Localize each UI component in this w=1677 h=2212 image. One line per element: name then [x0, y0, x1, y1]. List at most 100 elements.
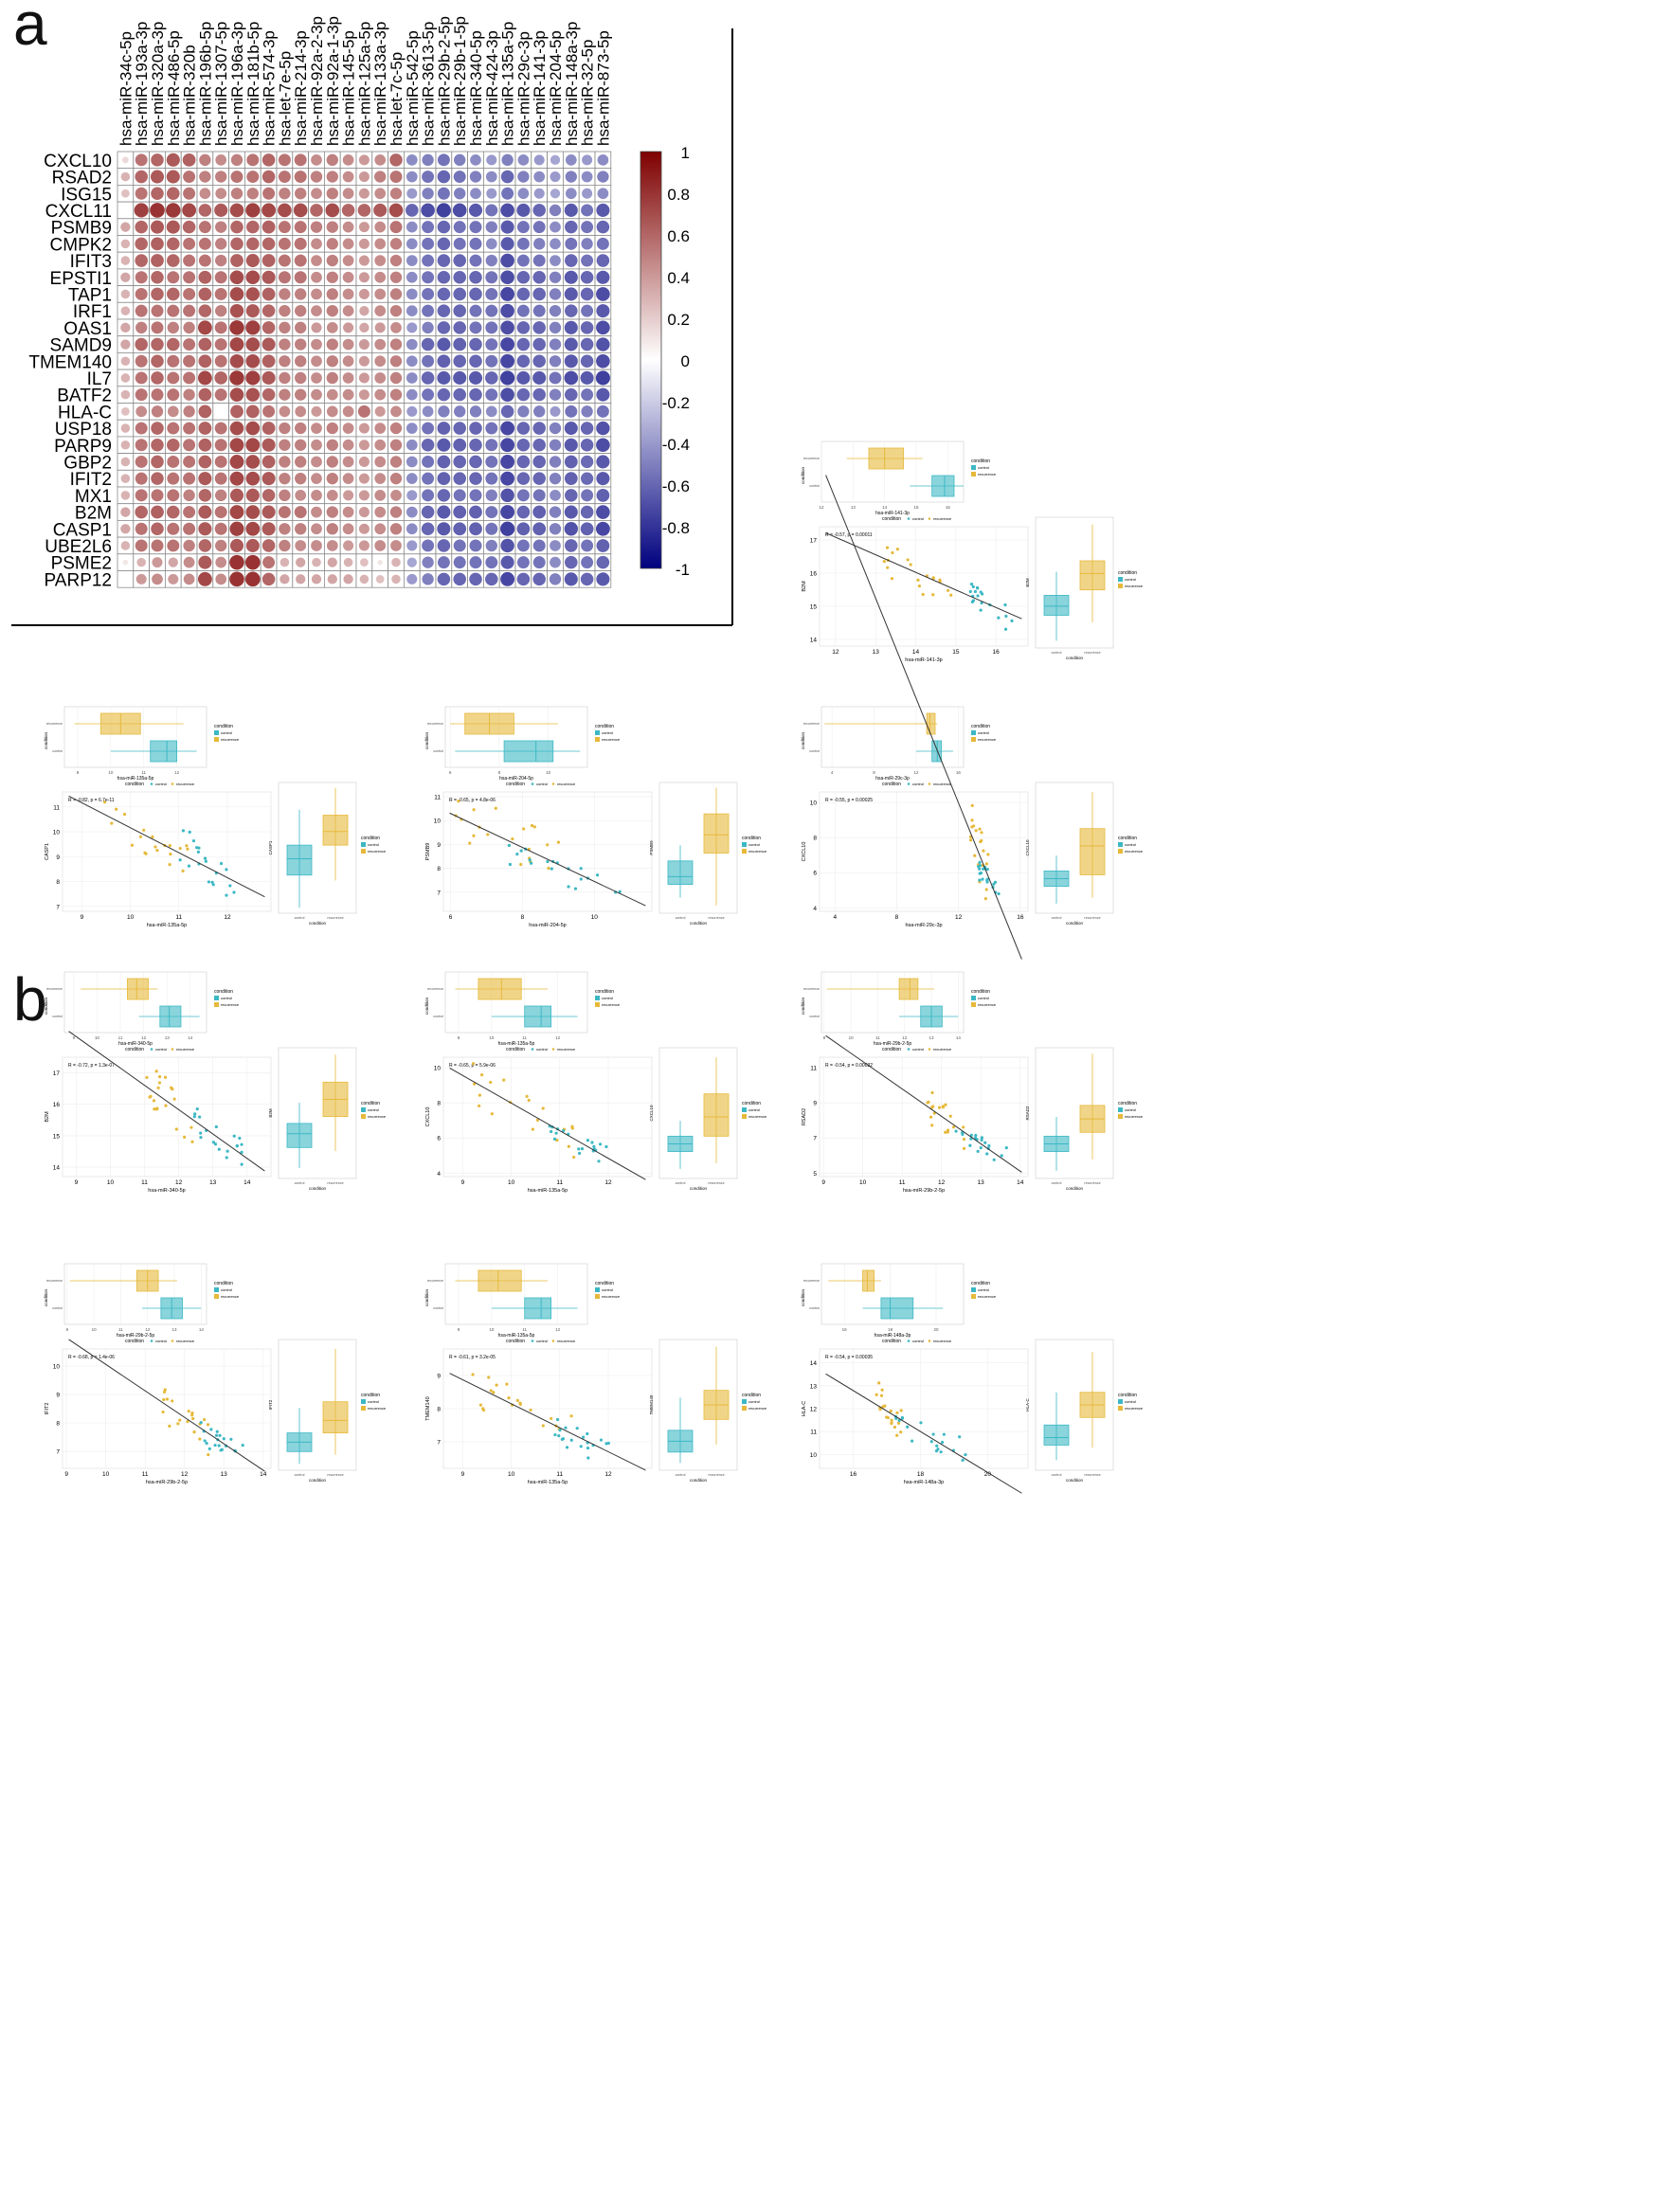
- correlation-dot: [516, 354, 531, 369]
- correlation-dot: [485, 287, 498, 300]
- correlation-dot: [214, 506, 227, 519]
- recurrence-box: [868, 447, 905, 470]
- data-point-recurrence: [110, 821, 114, 825]
- correlation-dot: [532, 337, 546, 351]
- correlation-dot: [311, 456, 322, 468]
- top-y-axis-title: condition: [801, 1288, 805, 1306]
- data-point-recurrence: [984, 888, 988, 891]
- correlation-dot: [580, 438, 594, 452]
- correlation-dot: [245, 370, 261, 386]
- correlation-dot: [485, 388, 498, 402]
- top-tick-label: 13: [851, 505, 857, 510]
- scatter-legend-dot-recurrence: [928, 1340, 931, 1342]
- colorbar: [640, 151, 662, 569]
- correlation-dot: [326, 304, 338, 317]
- correlation-dot: [135, 187, 148, 200]
- correlation-dot: [342, 255, 354, 266]
- right-legend-swatch-control: [1118, 1107, 1123, 1112]
- scatter-x-axis-title: hsa-miR-135a-5p: [147, 923, 188, 928]
- data-point-recurrence: [163, 1388, 167, 1392]
- correlation-dot: [120, 541, 131, 550]
- correlation-dot: [565, 555, 578, 569]
- correlation-dot: [261, 321, 276, 334]
- scatter-x-tick-label: 10: [127, 914, 135, 921]
- right-legend-swatch-control: [1118, 1399, 1123, 1404]
- correlation-dot: [485, 506, 498, 519]
- correlation-dot: [549, 439, 562, 451]
- data-point-recurrence: [457, 800, 460, 803]
- correlation-dot: [229, 337, 244, 351]
- correlation-dot: [390, 489, 402, 501]
- correlation-dot: [516, 370, 531, 385]
- correlation-dot: [326, 439, 338, 451]
- top-group-label: control: [52, 1306, 63, 1310]
- correlation-dot: [485, 304, 498, 317]
- correlation-dot: [374, 372, 387, 384]
- correlation-dot: [135, 388, 148, 402]
- right-legend-swatch-recurrence: [742, 1406, 747, 1411]
- correlation-dot: [358, 456, 370, 467]
- scatter-x-axis-title: hsa-miR-204-5p: [529, 923, 566, 928]
- scatter-x-axis-title: hsa-miR-340-5p: [148, 1188, 185, 1194]
- scatter-legend-label: recurrence: [557, 1339, 576, 1343]
- correlation-dot: [120, 289, 131, 299]
- correlation-dot: [295, 304, 307, 317]
- panel-label-b: b: [13, 965, 47, 1034]
- column-label: hsa-miR-320a-3p: [149, 22, 167, 146]
- correlation-dot: [500, 253, 514, 268]
- data-point-recurrence: [519, 862, 523, 867]
- data-point-recurrence: [190, 1412, 194, 1415]
- data-point-recurrence: [168, 1424, 171, 1428]
- legend-label: recurrence: [978, 472, 997, 477]
- colorbar-tick-label: -0.8: [662, 519, 690, 537]
- data-point-control: [592, 1144, 596, 1148]
- scatter-x-tick-label: 10: [591, 914, 599, 921]
- top-group-label: control: [433, 1306, 443, 1310]
- correlation-dot: [550, 489, 561, 501]
- data-point-control: [240, 1162, 243, 1166]
- correlation-dot: [453, 254, 466, 267]
- correlation-dot: [469, 287, 482, 301]
- data-point-control: [1004, 614, 1008, 619]
- correlation-dot: [437, 556, 450, 569]
- correlation-dot: [295, 523, 307, 535]
- data-point-control: [973, 589, 978, 594]
- correlation-dot: [135, 505, 148, 519]
- correlation-dot: [245, 353, 261, 369]
- data-point-control: [604, 1442, 608, 1446]
- correlation-dot: [358, 490, 370, 501]
- correlation-dot: [280, 557, 290, 567]
- correlation-dot: [422, 153, 434, 167]
- scatter-y-tick-label: 7: [437, 1440, 441, 1447]
- top-tick-label: 12: [555, 1327, 561, 1332]
- correlation-dot: [564, 455, 578, 469]
- correlation-dot: [468, 370, 483, 385]
- data-point-recurrence: [162, 1390, 167, 1394]
- correlation-dot: [245, 320, 261, 335]
- data-point-control: [198, 1115, 202, 1119]
- correlation-dot: [500, 438, 515, 453]
- scatter-y-tick-label: 12: [810, 1407, 818, 1413]
- correlation-dot: [564, 505, 578, 519]
- data-point-recurrence: [896, 1421, 901, 1426]
- correlation-dot: [326, 338, 338, 351]
- data-point-control: [906, 1425, 910, 1429]
- data-point-recurrence: [909, 563, 912, 566]
- data-point-control: [217, 1147, 221, 1151]
- right-legend-swatch-recurrence: [1118, 849, 1123, 854]
- correlation-dot: [406, 405, 418, 417]
- scatter-x-tick-label: 12: [604, 1179, 612, 1186]
- correlation-dot: [469, 321, 482, 334]
- data-point-recurrence: [163, 1075, 168, 1079]
- correlation-dot: [374, 171, 387, 183]
- data-point-recurrence: [570, 1126, 574, 1130]
- top-x-axis-title: hsa-miR-29b-2-5p: [874, 1041, 912, 1047]
- scatter-x-tick-label: 10: [508, 1179, 515, 1186]
- correlation-dot: [293, 203, 308, 218]
- right-group-label: recurrence: [1084, 1473, 1100, 1477]
- top-tick-label: 12: [819, 505, 824, 510]
- correlation-dot: [197, 320, 212, 335]
- column-label: hsa-miR-340-5p: [467, 30, 485, 146]
- legend-label: recurrence: [978, 1002, 997, 1007]
- top-group-label: recurrence: [803, 457, 820, 460]
